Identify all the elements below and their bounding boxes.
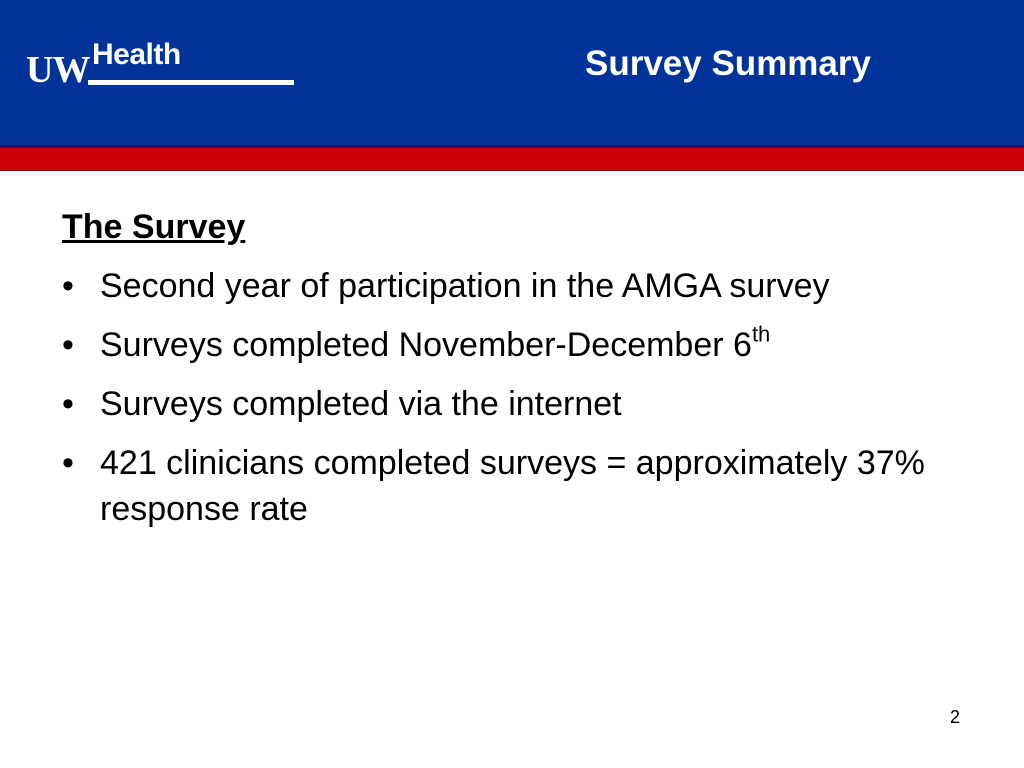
page-number: 2 xyxy=(950,707,961,727)
red-accent-bar xyxy=(0,148,1024,171)
bullet-dot: • xyxy=(62,267,74,305)
slide-content: The Survey • Second year of participatio… xyxy=(62,205,962,545)
logo-uw-text: UW xyxy=(26,49,90,91)
uw-health-logo: UW Health xyxy=(26,38,296,91)
bullet-text: Second year of participation in the AMGA… xyxy=(100,267,830,305)
bullet-dot: • xyxy=(62,444,74,482)
section-heading: The Survey xyxy=(62,208,246,246)
bullet-text: Surveys completed November-December 6 xyxy=(100,326,752,364)
bullet-text: Surveys completed via the internet xyxy=(100,385,622,423)
bullet-text: 421 clinicians completed surveys = appro… xyxy=(100,444,925,528)
bullet-item: • 421 clinicians completed surveys = app… xyxy=(62,440,962,532)
header-divider xyxy=(0,145,1024,148)
logo-underline xyxy=(88,80,294,85)
bullet-dot: • xyxy=(62,326,74,364)
header-banner: UW Health Survey Summary xyxy=(0,0,1024,145)
bullet-item: • Second year of participation in the AM… xyxy=(62,263,962,309)
slide-title: Survey Summary xyxy=(585,44,871,83)
bullet-item: • Surveys completed via the internet xyxy=(62,381,962,427)
bullet-list: • Second year of participation in the AM… xyxy=(62,263,962,532)
ordinal-suffix: th xyxy=(751,321,771,347)
logo-health-text: Health xyxy=(92,38,181,71)
bullet-item: • Surveys completed November-December 6t… xyxy=(62,322,962,368)
bullet-dot: • xyxy=(62,385,74,423)
